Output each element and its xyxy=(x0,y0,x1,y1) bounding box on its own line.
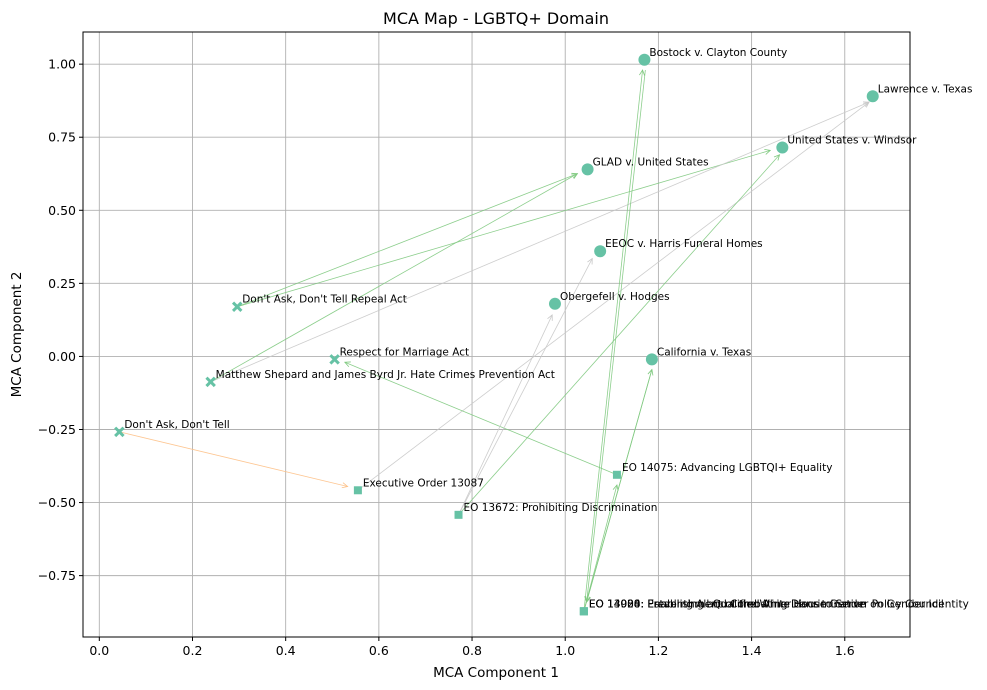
point-label: Respect for Marriage Act xyxy=(340,346,470,358)
arrows xyxy=(119,69,870,612)
point-label: Lawrence v. Texas xyxy=(878,83,973,95)
y-axis-title: MCA Component 2 xyxy=(9,272,25,398)
point-marker-case xyxy=(581,163,594,176)
point-marker-legislation xyxy=(231,301,243,312)
point-label: EO 14075: Advancing LGBTQI+ Equality xyxy=(622,462,832,474)
data-points xyxy=(114,53,879,616)
point-marker-legislation xyxy=(329,354,340,365)
y-tick-label: 0.25 xyxy=(48,276,76,291)
x-tick-label: 0.8 xyxy=(462,643,482,658)
point-label: EO 14020: Establishment of the White Hou… xyxy=(589,598,944,610)
point-marker-executive-order xyxy=(353,486,362,495)
y-tick-label: −0.50 xyxy=(38,495,76,510)
point-label: Don't Ask, Don't Tell Repeal Act xyxy=(242,294,407,306)
y-tick-label: 0.00 xyxy=(48,349,76,364)
link-arrow xyxy=(210,101,870,383)
point-label: EO 13672: Prohibiting Discrimination xyxy=(464,502,658,514)
x-tick-label: 0.2 xyxy=(183,643,203,658)
link-arrow xyxy=(458,314,553,516)
chart-title: MCA Map - LGBTQ+ Domain xyxy=(383,9,609,28)
point-marker-case xyxy=(594,245,607,258)
x-axis-title: MCA Component 1 xyxy=(433,665,559,681)
y-axis: −0.75 −0.50 −0.25 0.00 0.25 0.50 0.75 1.00 xyxy=(38,57,83,583)
point-labels: Bostock v. Clayton County Lawrence v. Tex… xyxy=(124,47,972,611)
point-marker-case xyxy=(645,353,658,366)
point-label: Obergefell v. Hodges xyxy=(560,291,670,303)
y-tick-label: −0.75 xyxy=(38,568,76,583)
point-label: EO 14004: Enabling All Qualified America… xyxy=(589,598,866,610)
point-marker-case xyxy=(548,297,561,310)
point-label: California v. Texas xyxy=(657,346,751,358)
point-marker-case xyxy=(866,90,879,103)
x-tick-label: 1.0 xyxy=(555,643,575,658)
point-label: Don't Ask, Don't Tell xyxy=(124,419,229,431)
link-arrow xyxy=(237,172,579,308)
point-marker-legislation xyxy=(114,426,125,438)
link-arrow xyxy=(458,154,781,516)
x-tick-label: 0.4 xyxy=(276,643,296,658)
link-arrow xyxy=(237,148,772,308)
y-tick-label: 0.50 xyxy=(48,203,76,218)
link-arrow xyxy=(210,173,579,383)
point-label: EEOC v. Harris Funeral Homes xyxy=(605,238,763,250)
point-label: GLAD v. United States xyxy=(593,156,709,168)
point-marker-executive-order xyxy=(454,510,463,519)
x-tick-label: 0.0 xyxy=(89,643,109,658)
y-tick-label: 0.75 xyxy=(48,130,76,145)
point-marker-legislation xyxy=(205,376,216,388)
link-arrow xyxy=(583,484,619,612)
y-tick-label: 1.00 xyxy=(48,57,76,72)
x-tick-label: 1.2 xyxy=(648,643,668,658)
x-tick-label: 0.6 xyxy=(369,643,389,658)
link-arrow xyxy=(585,369,653,603)
point-marker-case xyxy=(638,53,651,66)
point-marker-case xyxy=(776,141,789,154)
point-label: Executive Order 13087 xyxy=(363,477,484,489)
link-arrow xyxy=(583,69,645,612)
point-marker-executive-order xyxy=(579,607,588,616)
plot-frame xyxy=(82,31,911,638)
point-label: EO 13988: Preventing and Combating Discr… xyxy=(589,598,969,610)
link-arrow xyxy=(119,431,349,489)
x-tick-label: 1.4 xyxy=(742,643,762,658)
point-label: United States v. Windsor xyxy=(787,134,917,146)
point-label: Matthew Shepard and James Byrd Jr. Hate … xyxy=(216,369,555,381)
x-axis: 0.0 0.2 0.4 0.6 0.8 1.0 1.2 1.4 1.6 xyxy=(89,637,855,658)
grid-lines xyxy=(83,32,910,637)
link-arrow xyxy=(458,257,593,516)
point-label: Bostock v. Clayton County xyxy=(649,47,787,59)
y-tick-label: −0.25 xyxy=(38,422,76,437)
x-tick-label: 1.6 xyxy=(835,643,855,658)
point-marker-executive-order xyxy=(612,470,621,479)
link-arrow xyxy=(343,361,618,476)
link-arrow xyxy=(357,101,870,491)
